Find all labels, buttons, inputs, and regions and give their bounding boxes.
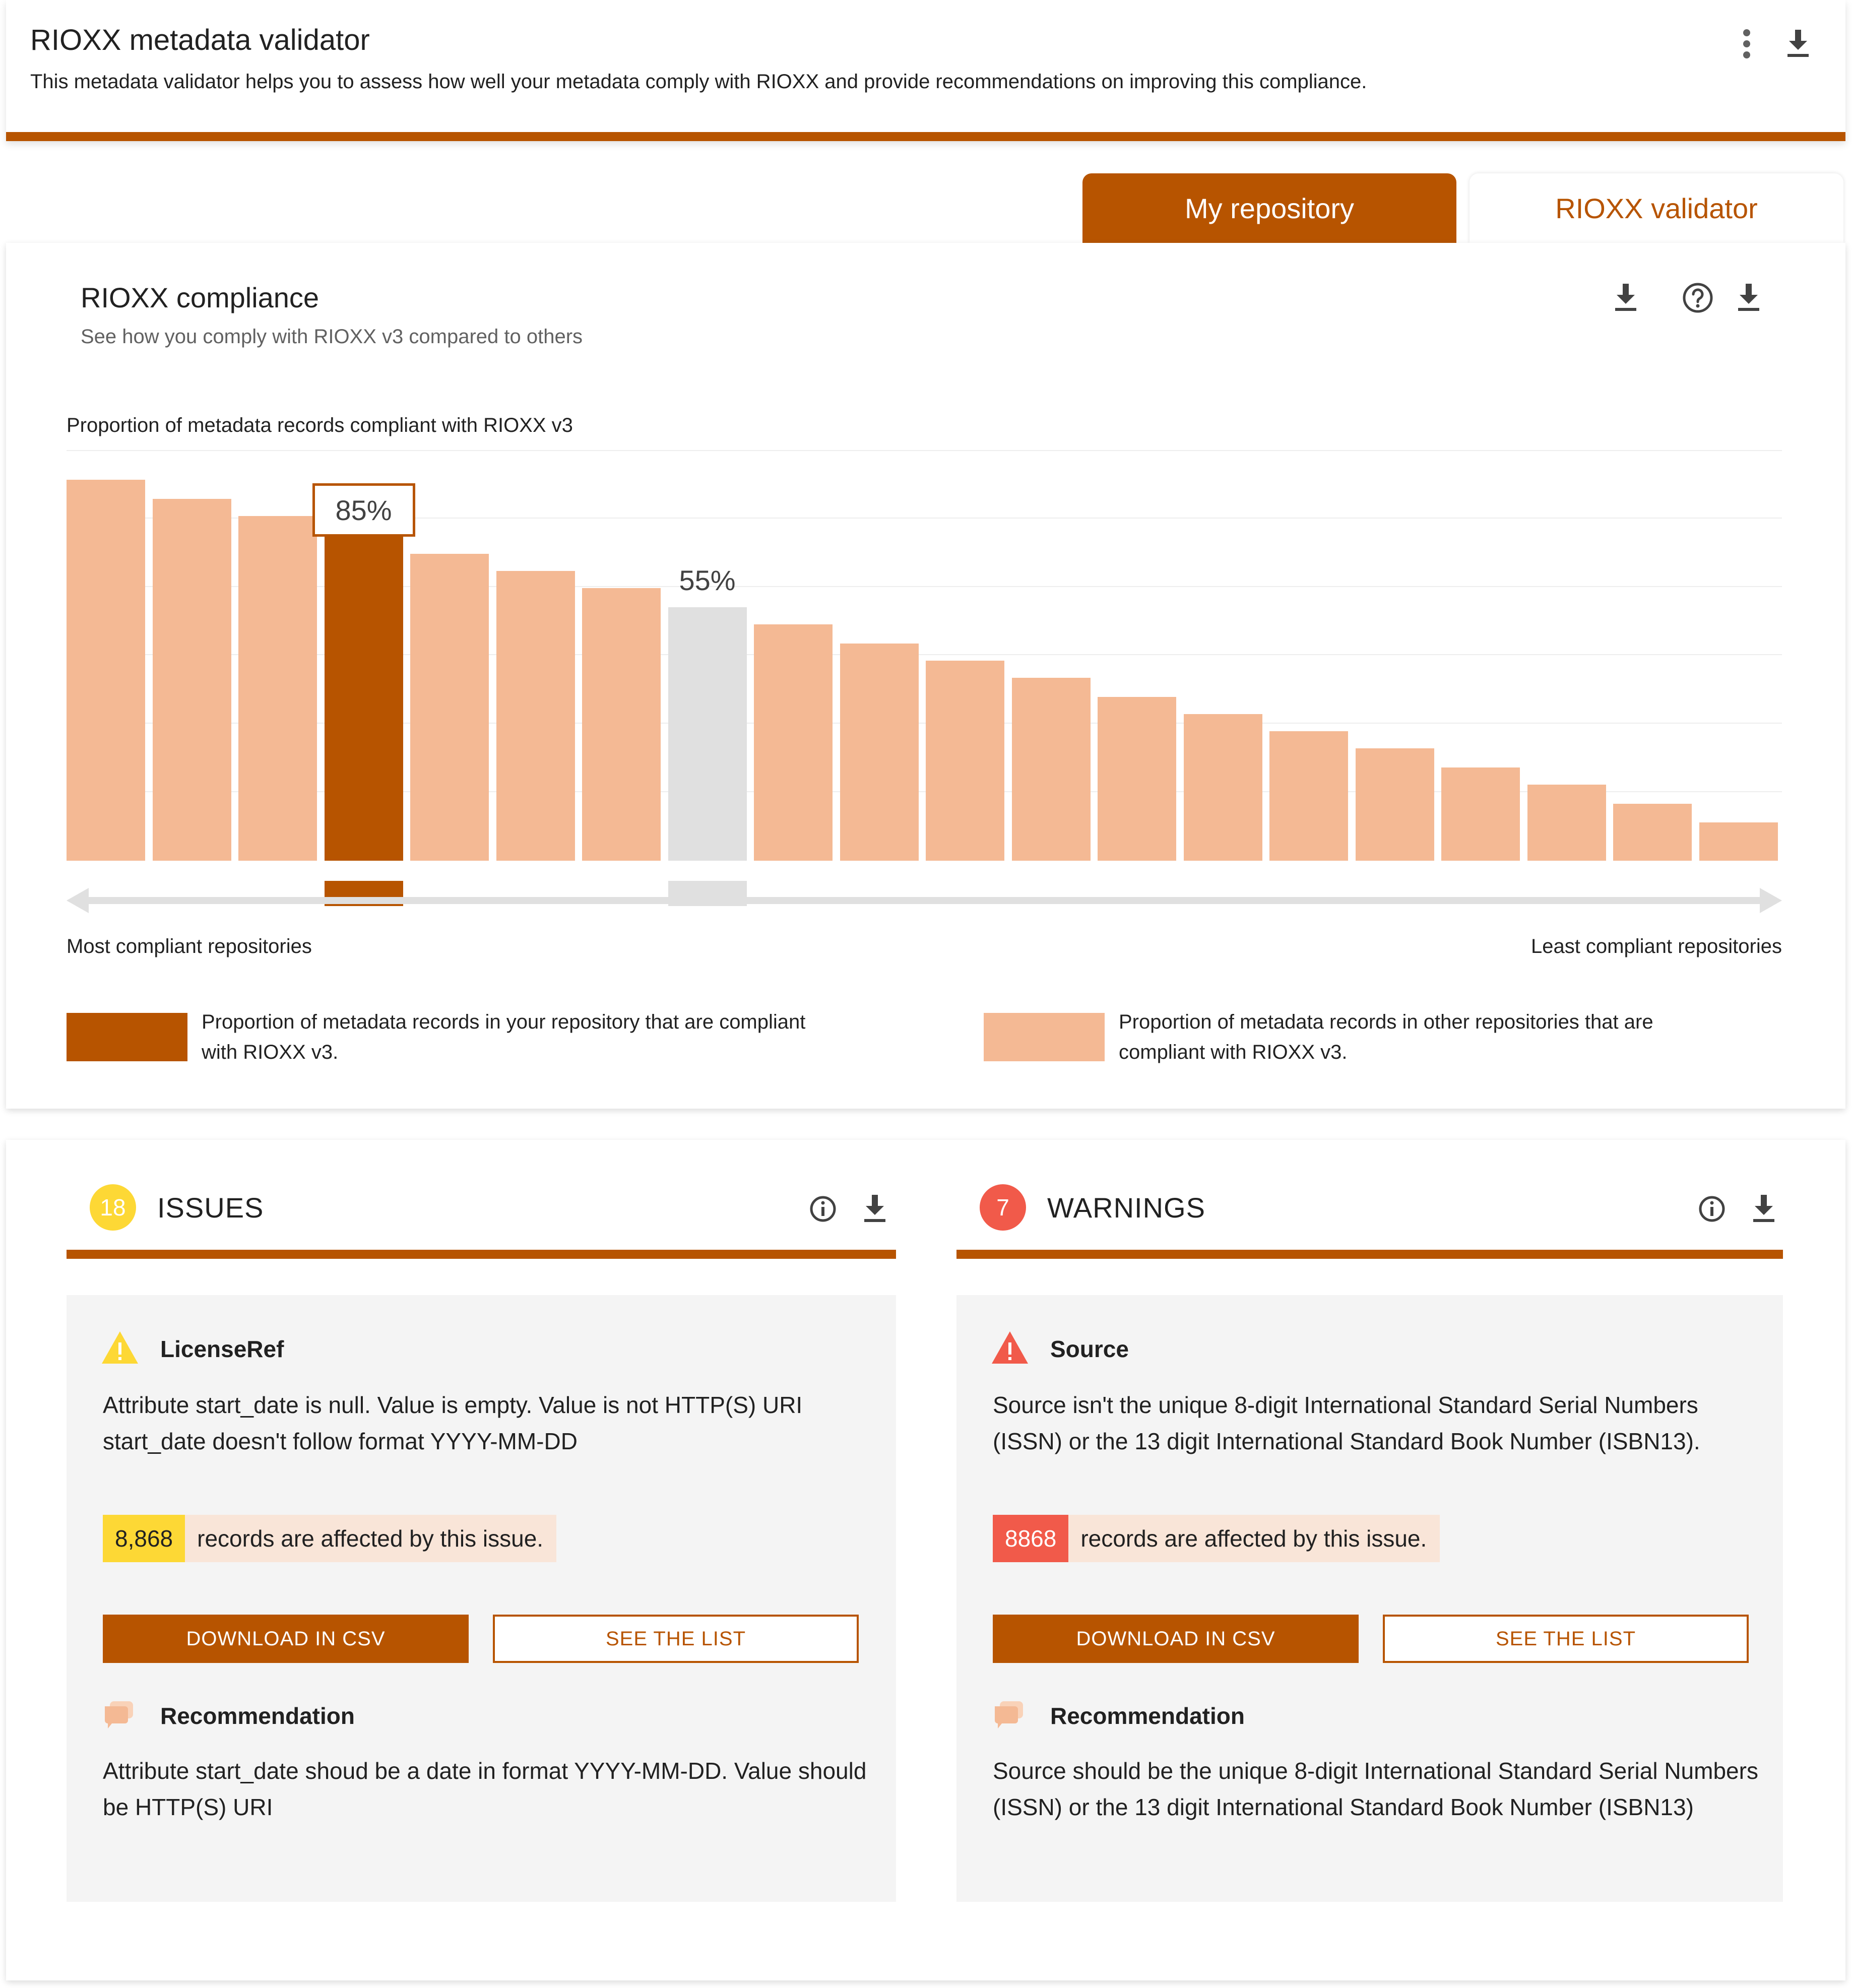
more-vertical-icon[interactable] (1737, 26, 1757, 61)
warnings-title: WARNINGS (1047, 1192, 1205, 1224)
help-icon[interactable] (1680, 280, 1715, 315)
legend-swatch-others (984, 1013, 1105, 1061)
axis-label-least: Least compliant repositories (1530, 935, 1782, 957)
download-csv-button[interactable]: DOWNLOAD IN CSV (993, 1615, 1359, 1663)
affected-records: 8,868 records are affected by this issue… (103, 1515, 557, 1562)
download-icon[interactable] (1611, 280, 1641, 315)
bar-other-repository[interactable] (496, 571, 575, 861)
bar-other-repository[interactable] (1098, 696, 1176, 861)
bar-my-repository[interactable] (324, 537, 403, 861)
axis-line (81, 897, 1769, 904)
bar-other-repository[interactable] (67, 480, 145, 861)
chat-bubble-icon (993, 1699, 1025, 1732)
app-description: This metadata validator helps you to ass… (30, 71, 1367, 93)
gridline (67, 654, 1782, 655)
bar-other-repository[interactable] (410, 554, 489, 861)
bar-other-repository[interactable] (840, 644, 919, 861)
warning-item (956, 1295, 1783, 1902)
info-icon[interactable] (1695, 1192, 1729, 1226)
my-repository-value-label: 85% (312, 483, 415, 537)
warning-name: Source (1050, 1336, 1129, 1362)
bar-other-repository[interactable] (1269, 731, 1348, 861)
bar-other-repository[interactable] (1527, 784, 1606, 861)
arrow-right-icon (1760, 888, 1782, 913)
bar-average[interactable] (668, 607, 747, 861)
bar-other-repository[interactable] (926, 661, 1004, 861)
bar-other-repository[interactable] (238, 516, 317, 861)
issues-count-badge: 18 (90, 1184, 136, 1231)
affected-text: records are affected by this issue. (1080, 1525, 1427, 1552)
axis-label-most: Most compliant repositories (67, 935, 312, 957)
compliance-title: RIOXX compliance (81, 282, 320, 313)
download-icon[interactable] (1749, 1191, 1779, 1227)
download-icon[interactable] (860, 1191, 890, 1227)
gridline (67, 723, 1782, 724)
gridline (67, 450, 1782, 451)
info-icon[interactable] (806, 1192, 840, 1226)
issues-title: ISSUES (157, 1192, 264, 1224)
issue-name: LicenseRef (160, 1336, 284, 1362)
affected-count: 8868 (993, 1515, 1069, 1562)
app-title: RIOXX metadata validator (30, 24, 370, 56)
bar-other-repository[interactable] (1699, 822, 1778, 861)
legend-label-mine: Proportion of metadata records in your r… (202, 1011, 806, 1063)
tab-my-repository[interactable]: My repository (1082, 173, 1456, 243)
see-list-button[interactable]: SEE THE LIST (1383, 1615, 1749, 1663)
recommendation-text: Attribute start_date shoud be a date in … (103, 1758, 867, 1820)
recommendation-title: Recommendation (1050, 1703, 1245, 1729)
warning-triangle-icon (101, 1330, 139, 1367)
error-triangle-icon (991, 1330, 1029, 1367)
gridline (67, 791, 1782, 792)
app-header: RIOXX metadata validator This metadata v… (6, 0, 1845, 141)
legend-label-others: Proportion of metadata records in other … (1119, 1011, 1653, 1063)
affected-text: records are affected by this issue. (197, 1525, 544, 1552)
bar-other-repository[interactable] (1183, 714, 1262, 861)
download-icon[interactable] (1782, 26, 1814, 61)
bar-other-repository[interactable] (582, 588, 661, 861)
affected-count: 8,868 (103, 1515, 185, 1562)
issues-divider (67, 1250, 896, 1259)
download-csv-button[interactable]: DOWNLOAD IN CSV (103, 1615, 469, 1663)
see-list-button[interactable]: SEE THE LIST (493, 1615, 859, 1663)
warnings-divider (956, 1250, 1783, 1259)
bar-other-repository[interactable] (1613, 803, 1692, 861)
affected-records: 8868 records are affected by this issue. (993, 1515, 1440, 1562)
bar-other-repository[interactable] (1355, 748, 1434, 861)
legend-swatch-mine (67, 1013, 187, 1061)
gridline (67, 586, 1782, 587)
download-icon[interactable] (1734, 280, 1764, 315)
recommendation-text: Source should be the unique 8-digit Inte… (993, 1758, 1758, 1820)
chat-bubble-icon (103, 1699, 135, 1732)
gridline (67, 518, 1782, 519)
tab-rioxx-validator[interactable]: RIOXX validator (1470, 173, 1843, 243)
bar-other-repository[interactable] (1011, 678, 1091, 861)
bar-other-repository[interactable] (754, 624, 833, 861)
recommendation-title: Recommendation (160, 1703, 355, 1729)
issue-description: Attribute start_date is null. Value is e… (103, 1392, 803, 1454)
issue-item (67, 1295, 896, 1902)
arrow-left-icon (67, 888, 89, 913)
compliance-subtitle: See how you comply with RIOXX v3 compare… (81, 326, 583, 348)
warnings-count-badge: 7 (980, 1184, 1026, 1231)
bar-other-repository[interactable] (1441, 767, 1520, 861)
bar-other-repository[interactable] (152, 498, 231, 861)
average-value-label: 55% (679, 564, 736, 597)
chart-title: Proportion of metadata records compliant… (67, 414, 573, 436)
warning-description: Source isn't the unique 8-digit Internat… (993, 1392, 1700, 1454)
